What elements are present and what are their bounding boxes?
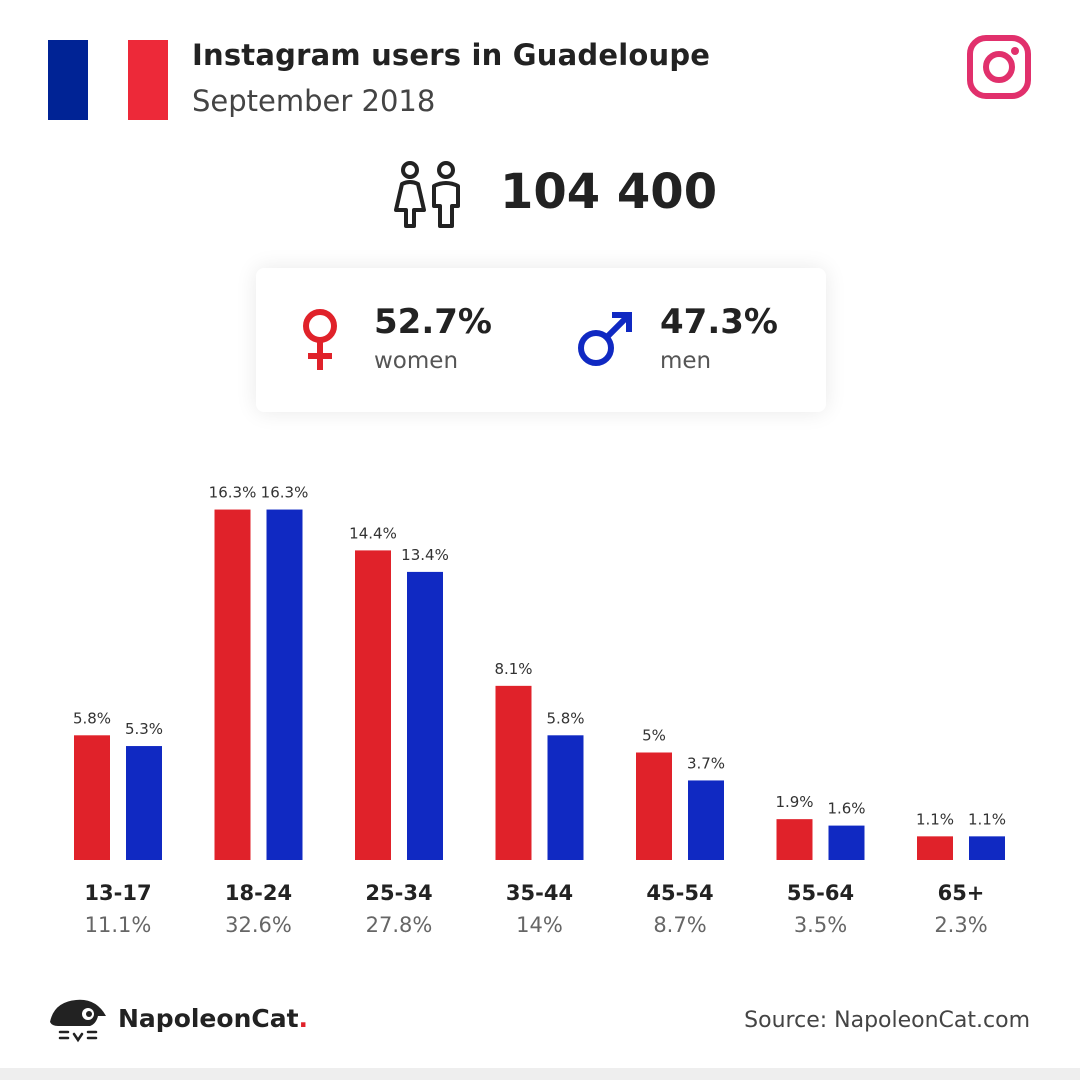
- women-label: women: [374, 348, 459, 374]
- men-percentage: 47.3%: [660, 302, 778, 342]
- source-credit: Source: NapoleonCat.com: [744, 1008, 1030, 1033]
- bar-men: [407, 571, 443, 860]
- category-label: 13-17: [84, 881, 151, 905]
- data-label: 5.8%: [546, 709, 584, 727]
- bar-men: [126, 746, 162, 860]
- brand-dot: .: [298, 1004, 309, 1033]
- category-total: 14%: [516, 913, 563, 937]
- data-label: 3.7%: [687, 754, 725, 772]
- bar-women: [776, 819, 813, 860]
- bar-women: [636, 752, 672, 860]
- bar-women: [917, 836, 953, 860]
- napoleoncat-logo-icon: [50, 999, 106, 1043]
- category-label: 35-44: [506, 881, 573, 905]
- bar-men: [547, 735, 584, 860]
- category-label: 45-54: [646, 881, 713, 905]
- category-total: 32.6%: [225, 913, 292, 937]
- brand-text: NapoleonCat: [118, 1004, 299, 1033]
- category-total: 8.7%: [653, 913, 706, 937]
- bar-men: [688, 780, 724, 860]
- bar-men: [969, 836, 1005, 860]
- flag-stripe-white: [88, 40, 128, 120]
- data-label: 14.4%: [349, 524, 397, 542]
- category-label: 25-34: [365, 881, 432, 905]
- women-percentage: 52.7%: [374, 302, 492, 342]
- data-label: 5.8%: [73, 709, 111, 727]
- category-label: 55-64: [787, 881, 854, 905]
- bar-women: [214, 509, 251, 860]
- men-label: men: [660, 348, 712, 374]
- category-label: 18-24: [225, 881, 292, 905]
- data-label: 16.3%: [209, 484, 257, 502]
- bottom-strip: [0, 1068, 1080, 1080]
- bar-women: [495, 685, 532, 860]
- data-label: 1.1%: [968, 810, 1006, 828]
- data-label: 8.1%: [494, 660, 532, 678]
- data-label: 1.9%: [775, 793, 813, 811]
- total-users: 104 400: [500, 164, 718, 220]
- age-gender-bar-chart: 5.8% 5.3% 13-17 11.1% 16.3% 16.3% 18-24 32.6% 14…: [73, 484, 1006, 937]
- instagram-icon: [967, 35, 1031, 99]
- page-title: Instagram users in Guadeloupe: [192, 38, 711, 72]
- category-total: 3.5%: [794, 913, 847, 937]
- data-label: 13.4%: [401, 546, 449, 564]
- category-total: 11.1%: [85, 913, 152, 937]
- france-flag: [48, 40, 168, 120]
- category-label: 65+: [938, 881, 985, 905]
- category-total: 2.3%: [934, 913, 987, 937]
- category-total: 27.8%: [366, 913, 433, 937]
- male-symbol-icon: [578, 312, 632, 366]
- page-subtitle: September 2018: [192, 84, 436, 118]
- bar-men: [266, 509, 303, 860]
- flag-stripe-red: [128, 40, 168, 120]
- data-label: 5%: [642, 727, 666, 745]
- bar-men: [828, 825, 865, 860]
- flag-stripe-blue: [48, 40, 88, 120]
- data-label: 16.3%: [261, 484, 309, 502]
- female-symbol-icon: [303, 309, 337, 370]
- people-icon: [394, 161, 460, 228]
- bar-women: [74, 735, 110, 860]
- data-label: 5.3%: [125, 720, 163, 738]
- brand-name: NapoleonCat.: [118, 1004, 308, 1033]
- bar-women: [355, 550, 391, 860]
- gender-card: 52.7% women 47.3% men: [256, 268, 826, 412]
- data-label: 1.6%: [827, 800, 865, 818]
- data-label: 1.1%: [916, 810, 954, 828]
